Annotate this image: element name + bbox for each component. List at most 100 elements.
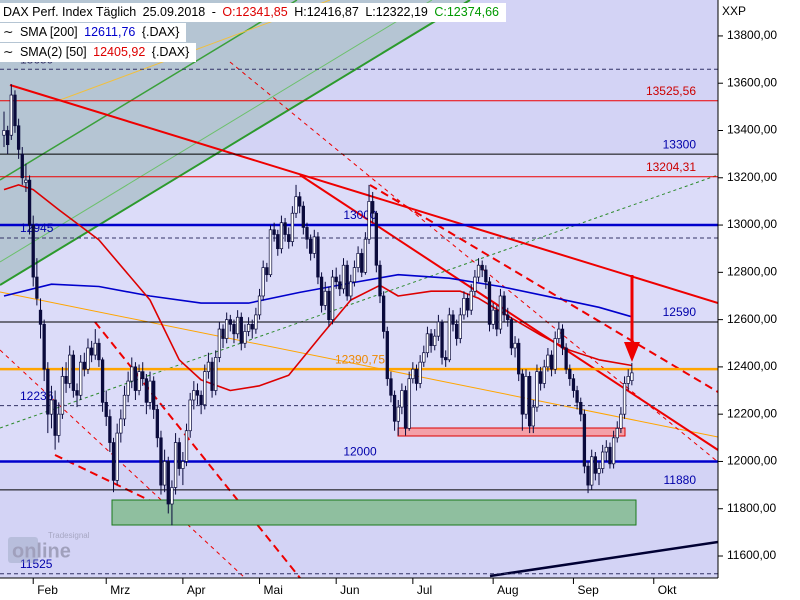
candle-body bbox=[403, 390, 408, 429]
candle-body bbox=[590, 456, 594, 486]
candle-body bbox=[487, 281, 492, 325]
candle-body bbox=[283, 222, 287, 235]
candle-body bbox=[341, 264, 346, 290]
candle-body bbox=[148, 380, 152, 403]
candle-body bbox=[411, 368, 415, 380]
x-tick-label: Apr bbox=[187, 583, 206, 597]
logo-box bbox=[8, 537, 38, 563]
y-tick-label: 12800,00 bbox=[727, 265, 777, 279]
candle-body bbox=[184, 430, 189, 462]
candle-body bbox=[557, 328, 561, 339]
candle-body bbox=[254, 314, 258, 330]
candle-body bbox=[491, 309, 495, 325]
candle-body bbox=[228, 319, 232, 325]
header-low: L:12322,19 bbox=[365, 5, 428, 19]
candle-body bbox=[137, 371, 141, 391]
candle-body bbox=[214, 357, 218, 391]
candle-body bbox=[126, 380, 130, 396]
candle-body bbox=[469, 290, 473, 311]
candle-body bbox=[484, 269, 488, 283]
header-close: C:12374,66 bbox=[434, 5, 499, 19]
trend-line bbox=[0, 0, 471, 286]
candle-body bbox=[363, 238, 368, 273]
candles bbox=[2, 84, 634, 526]
candle-body bbox=[414, 368, 419, 384]
candle-body bbox=[579, 402, 583, 415]
candle-body bbox=[294, 196, 298, 214]
candle-body bbox=[46, 368, 50, 415]
y-tick-label: 12000,00 bbox=[727, 454, 777, 468]
candle-body bbox=[465, 297, 470, 311]
candle-body bbox=[396, 406, 400, 422]
y-tick-label: 13200,00 bbox=[727, 170, 777, 184]
candle-body bbox=[31, 224, 35, 278]
header-high: H:12416,87 bbox=[294, 5, 359, 19]
legend-value: 12611,76 bbox=[84, 25, 136, 39]
trend-line bbox=[489, 540, 718, 578]
level-label: 12236 bbox=[20, 389, 54, 403]
trend-line bbox=[229, 61, 718, 463]
candle-body bbox=[276, 234, 280, 250]
level-label: 13525,56 bbox=[646, 84, 696, 98]
candle-body bbox=[119, 418, 123, 434]
candle-body bbox=[152, 380, 156, 410]
x-tick-label: Jul bbox=[417, 583, 432, 597]
candle-body bbox=[265, 267, 269, 276]
y-tick-label: 11600,00 bbox=[727, 548, 776, 562]
candle-body bbox=[473, 276, 477, 292]
candle-body bbox=[601, 451, 605, 469]
candle-body bbox=[604, 446, 608, 453]
candle-body bbox=[53, 399, 57, 436]
candle-body bbox=[27, 179, 32, 226]
candle-body bbox=[334, 276, 338, 283]
candle-body bbox=[586, 465, 590, 486]
x-tick-label: Mai bbox=[264, 583, 283, 597]
candle-body bbox=[422, 352, 426, 363]
trend-line bbox=[94, 321, 301, 578]
candle-body bbox=[400, 390, 404, 408]
candle-body bbox=[360, 253, 364, 273]
candle-body bbox=[316, 236, 320, 278]
x-tick-label: Okt bbox=[658, 583, 677, 597]
axis-background bbox=[718, 0, 800, 600]
legend-source: {.DAX} bbox=[141, 25, 180, 39]
candle-body bbox=[301, 205, 305, 228]
candle-body bbox=[338, 281, 342, 290]
candle-body bbox=[9, 94, 13, 136]
candle-body bbox=[141, 371, 145, 380]
candle-body bbox=[517, 342, 521, 375]
candle-body bbox=[100, 359, 105, 403]
legend-icon: ∼ bbox=[3, 45, 14, 59]
candle-body bbox=[352, 267, 357, 283]
x-tick-label: Sep bbox=[577, 583, 599, 597]
candle-body bbox=[181, 461, 185, 469]
candle-body bbox=[232, 323, 236, 335]
candle-body bbox=[192, 390, 196, 401]
trend-line bbox=[369, 184, 718, 393]
candle-body bbox=[538, 371, 543, 384]
candle-body bbox=[378, 264, 382, 297]
level-label: 12000 bbox=[343, 445, 377, 459]
legend-source: {.DAX} bbox=[151, 45, 190, 59]
legend-entry: ∼ SMA(2) [50] 12405,92 {.DAX} bbox=[0, 43, 197, 62]
candle-body bbox=[57, 413, 61, 436]
legend-name: SMA(2) [50] bbox=[19, 45, 87, 59]
watermark-text: Tradesignal bbox=[48, 531, 90, 540]
legend-entry: ∼ SMA [200] 12611,76 {.DAX} bbox=[0, 23, 187, 42]
candle-body bbox=[199, 394, 203, 406]
level-label: 11525 bbox=[20, 557, 53, 571]
candle-body bbox=[371, 201, 375, 214]
candle-body bbox=[367, 201, 371, 240]
candle-body bbox=[429, 333, 433, 346]
axes: 13800,00 13600,00 13400,00 13200,00 13000,00… bbox=[32, 28, 777, 597]
candle-body bbox=[60, 376, 65, 415]
candle-body bbox=[611, 437, 616, 465]
candle-body bbox=[75, 390, 79, 396]
candle-body bbox=[502, 295, 506, 316]
x-tick-label: Mrz bbox=[110, 583, 130, 597]
candle-body bbox=[6, 130, 10, 146]
candle-body bbox=[68, 354, 72, 384]
candle-body bbox=[173, 442, 178, 488]
